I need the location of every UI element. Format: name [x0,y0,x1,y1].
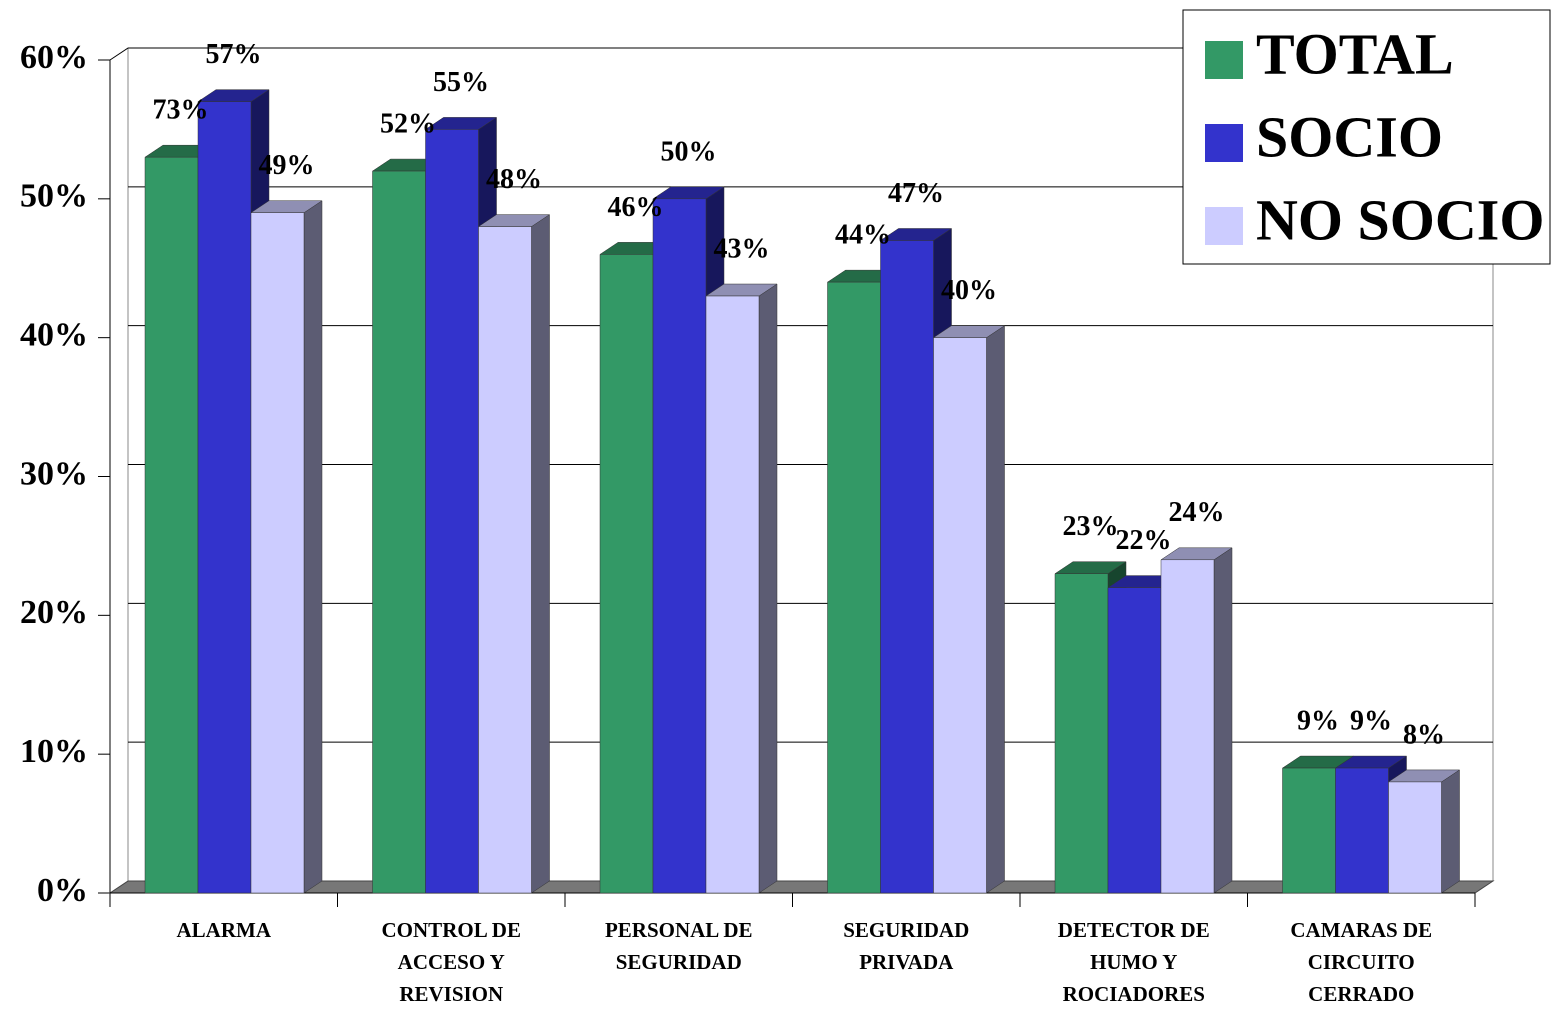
bar-face [1213,547,1233,894]
bar-face [372,170,426,894]
bar-face [197,101,252,894]
data-label: 8% [1403,719,1445,750]
y-tick-label: 10% [20,733,88,770]
data-label: 47% [888,178,944,209]
x-tick-label: ALARMA [176,918,272,942]
y-tick-label: 50% [20,178,88,215]
bar-face [652,198,707,894]
bar [250,200,323,894]
legend-label: TOTAL [1256,21,1454,86]
y-tick-label: 60% [20,39,88,76]
bar-face [1054,573,1109,894]
bar-face [425,129,479,894]
x-tick-label: CONTROL DE ACCESO Y REVISION [381,918,521,1006]
data-label: 24% [1169,497,1225,528]
bar-face [531,214,550,894]
bar [477,214,551,894]
legend-box [1182,9,1551,265]
legend-label: SOCIO [1256,104,1443,169]
y-tick-label: 0% [37,872,88,909]
data-label: 22% [1116,525,1172,556]
bar-face [1335,767,1389,894]
legend-swatch [1205,207,1243,245]
bar-face [1388,781,1442,894]
bar-face [144,156,199,894]
data-label: 46% [608,192,664,223]
bar-face [1160,559,1215,894]
y-tick-label: 20% [20,594,88,631]
bar-face [880,240,934,894]
data-label: 50% [661,136,717,167]
data-label: 55% [433,67,489,98]
bar-face [303,200,323,894]
data-label: 57% [206,39,262,70]
data-label: 23% [1063,511,1119,542]
bar-face [758,283,778,894]
bar [1387,769,1461,894]
bar-face [1282,767,1336,894]
bar-face [599,254,654,894]
bar-face [250,212,305,894]
data-label: 9% [1297,705,1339,736]
data-label: 9% [1350,705,1392,736]
x-tick-label: PERSONAL DE SEGURIDAD [604,918,753,974]
bar-face [933,337,987,894]
bar-face [478,226,532,894]
bar-face [705,295,760,894]
bar-face [1107,587,1162,894]
legend-label: NO SOCIO [1256,187,1544,252]
bar-face [827,281,881,894]
side-wall [109,47,129,61]
legend-swatch [1205,124,1243,162]
data-label: 48% [486,164,542,195]
bar-face [986,325,1005,894]
data-label: 49% [259,150,315,181]
legend-swatch [1205,41,1243,79]
data-label: 43% [714,233,770,264]
bar [932,325,1006,894]
data-label: 73% [153,95,209,126]
data-label: 44% [835,220,891,251]
bar [1160,547,1233,894]
bar [705,283,778,894]
x-tick-label: CAMARAS DE CIRCUITO CERRADO [1290,918,1433,1006]
bar-face [1441,769,1460,894]
x-tick-label: SEGURIDAD PRIVADA [843,918,970,974]
x-tick-label: DETECTOR DE HUMO Y ROCIADORES [1057,918,1210,1006]
y-tick-label: 40% [20,316,88,353]
data-label: 40% [941,275,997,306]
data-label: 52% [380,108,436,139]
y-tick-label: 30% [20,455,88,492]
